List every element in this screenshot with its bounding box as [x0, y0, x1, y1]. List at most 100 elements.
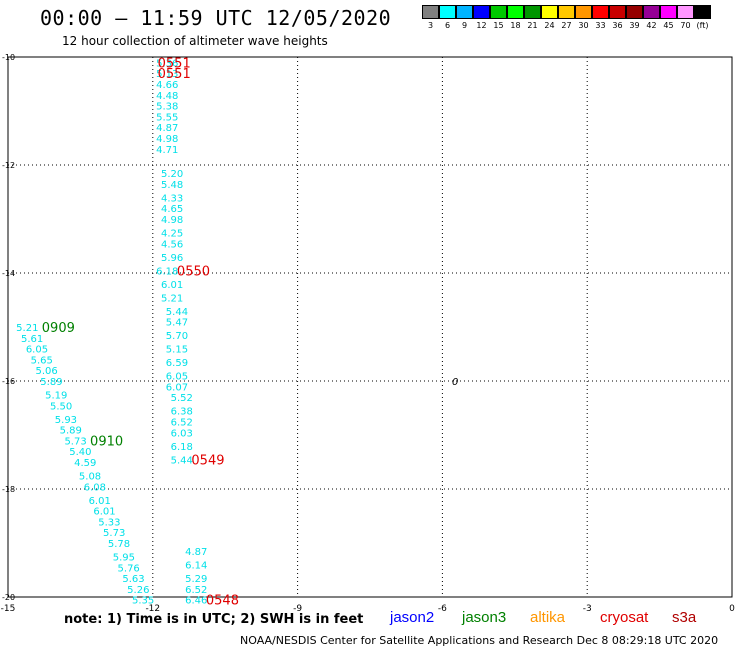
color-scale-label: 30	[578, 21, 589, 30]
wave-height-point: 6.05	[166, 372, 188, 383]
x-tick-label: -9	[293, 604, 302, 614]
wave-height-point: 5.50	[50, 401, 72, 412]
color-swatch	[677, 5, 694, 19]
color-scale-label: (ft)	[696, 21, 709, 30]
chart-title: 00:00 – 11:59 UTC 12/05/2020	[40, 6, 392, 30]
wave-height-point: 6.52	[185, 585, 207, 596]
wave-height-point: 5.47	[166, 318, 188, 329]
color-scale-label: 12	[476, 21, 487, 30]
color-scale-label: 42	[646, 21, 657, 30]
wave-height-point: 5.44	[166, 307, 188, 318]
wave-height-point: 5.06	[35, 366, 57, 377]
wave-height-point: 6.08	[84, 482, 106, 493]
wave-height-point: 5.89	[60, 426, 82, 437]
color-scale-label: 9	[461, 21, 468, 30]
y-tick-label: -12	[2, 161, 15, 170]
wave-height-point: 4.33	[161, 193, 183, 204]
wave-height-point: 4.98	[156, 134, 178, 145]
color-scale-label: 21	[527, 21, 538, 30]
wave-height-point: 5.48	[161, 180, 183, 191]
wave-height-point: 5.78	[108, 539, 130, 550]
wave-height-point: 5.35	[132, 596, 154, 607]
color-swatch	[524, 5, 541, 19]
wave-height-point: 5.73	[64, 436, 86, 447]
color-swatch	[626, 5, 643, 19]
wave-height-point: 5.33	[98, 517, 120, 528]
pass-time-label: 0551	[158, 56, 191, 71]
wave-height-point: 6.01	[89, 496, 111, 507]
wave-height-point: 6.18	[156, 266, 178, 277]
wave-height-point: 5.76	[118, 563, 140, 574]
color-scale-label: 33	[595, 21, 606, 30]
wave-height-point: 6.46	[185, 596, 207, 607]
wave-height-point: 5.13	[156, 69, 178, 80]
wave-height-point: 4.48	[156, 91, 178, 102]
satellite-altika-label: altika	[530, 609, 566, 626]
x-tick-label: -3	[583, 604, 592, 614]
color-swatch	[541, 5, 558, 19]
wave-height-point: 6.38	[171, 407, 193, 418]
wave-height-point: 5.96	[161, 253, 183, 264]
wave-height-point: 6.03	[171, 428, 193, 439]
wave-height-point: 6.07	[166, 382, 188, 393]
wave-height-point: 5.26	[127, 585, 149, 596]
wave-height-point: 5.55	[156, 112, 178, 123]
wave-height-point: 5.19	[45, 391, 67, 402]
wave-height-point: 5.63	[122, 574, 144, 585]
chart-subtitle: 12 hour collection of altimeter wave hei…	[62, 34, 328, 48]
color-swatch	[422, 5, 439, 19]
color-swatch	[660, 5, 677, 19]
color-swatch	[439, 5, 456, 19]
x-tick-label: -15	[1, 604, 16, 614]
wave-height-point: 4.87	[185, 547, 207, 558]
wave-height-point: 4.25	[161, 229, 183, 240]
wave-height-point: 5.21	[161, 293, 183, 304]
color-scale-label: 24	[544, 21, 555, 30]
color-swatch	[473, 5, 490, 19]
wave-height-point: 5.95	[113, 553, 135, 564]
pass-time-label: 0910	[90, 434, 123, 449]
wave-height-point: 5.73	[103, 528, 125, 539]
color-swatch	[592, 5, 609, 19]
satellite-jason2-label: jason2	[390, 609, 435, 626]
wave-height-point: 5.21	[16, 323, 38, 334]
color-scale-label: 39	[629, 21, 640, 30]
x-tick-label: 0	[729, 604, 735, 614]
wave-height-point: 5.61	[21, 334, 43, 345]
color-scale-legend: 3 6 9 12 15 18 21 24 27 30 33 36 39 42 45 70 (ft)	[422, 5, 711, 30]
y-tick-label: -20	[2, 593, 15, 602]
wave-height-point: 6.52	[171, 418, 193, 429]
color-swatch	[507, 5, 524, 19]
pass-time-label: 0548	[206, 594, 239, 609]
satellite-cryosat-label: cryosat	[600, 609, 649, 626]
satellite-s3a-label: s3a	[672, 609, 697, 626]
wave-height-point: 4.71	[156, 145, 178, 156]
pass-time-label: 0549	[191, 453, 224, 468]
wave-height-point: 5.44	[171, 455, 193, 466]
wave-height-point: 5.40	[69, 447, 91, 458]
y-tick-label: -16	[2, 377, 15, 386]
color-scale-label: 70	[680, 21, 691, 30]
pass-time-label: 0909	[42, 321, 75, 336]
color-scale-label: 18	[510, 21, 521, 30]
wave-height-point: 5.70	[166, 331, 188, 342]
color-scale-label: 36	[612, 21, 623, 30]
wave-height-point: 6.14	[185, 561, 207, 572]
color-swatch	[490, 5, 507, 19]
color-swatch	[609, 5, 626, 19]
color-swatch	[456, 5, 473, 19]
wave-height-point: 5.08	[79, 472, 101, 483]
color-swatch	[694, 5, 711, 19]
color-scale-label: 45	[663, 21, 674, 30]
wave-height-point: 5.65	[31, 355, 53, 366]
color-scale-label: 15	[493, 21, 504, 30]
plot-frame	[7, 56, 733, 598]
x-tick-label: -12	[145, 604, 160, 614]
color-swatch	[558, 5, 575, 19]
wave-height-point: 5.29	[185, 574, 207, 585]
wave-height-point: 5.15	[166, 345, 188, 356]
pass-time-label: 0551	[158, 67, 191, 82]
color-scale-swatches	[422, 5, 711, 19]
wave-height-point: 5.20	[161, 169, 183, 180]
